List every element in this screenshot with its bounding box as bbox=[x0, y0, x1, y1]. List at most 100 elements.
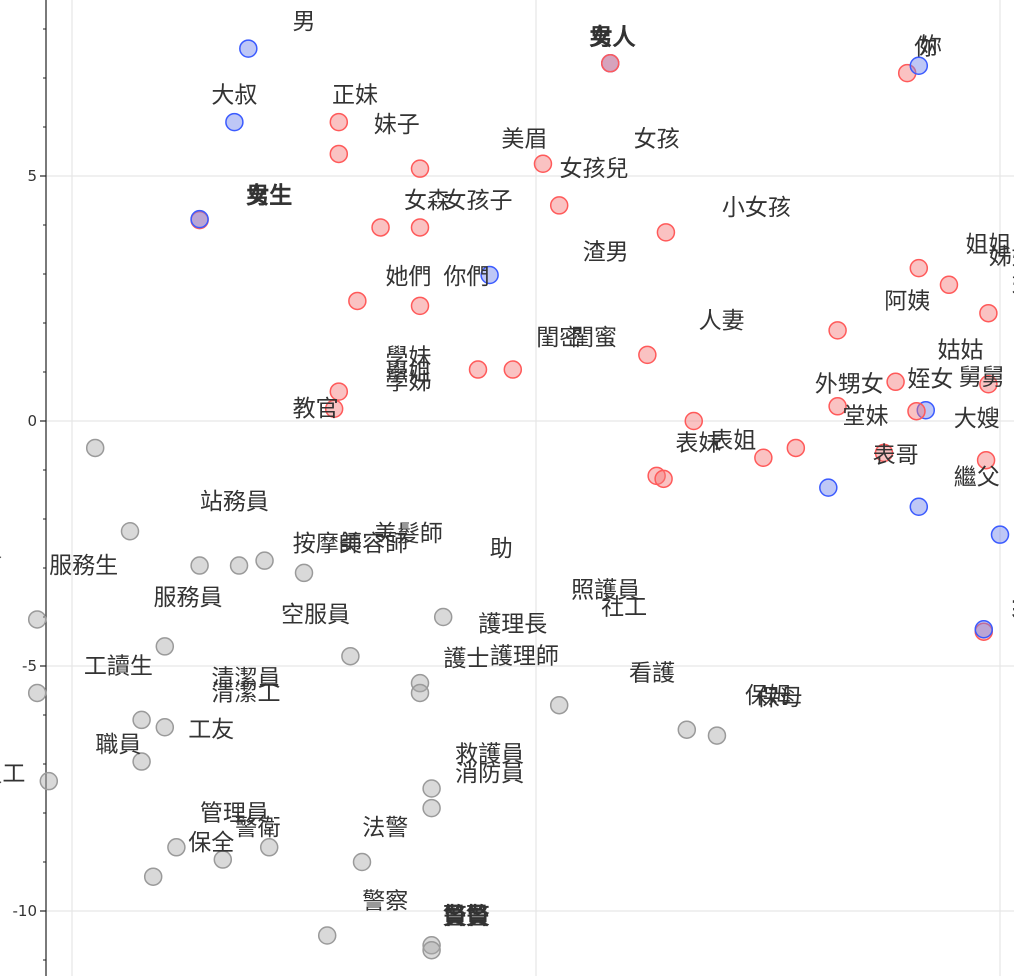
data-point-female bbox=[638, 345, 657, 365]
data-point-female bbox=[909, 258, 929, 278]
point-label: 她們 bbox=[385, 264, 431, 290]
point-label: 你們 bbox=[443, 264, 489, 290]
point-label: 你 bbox=[914, 34, 937, 60]
point-label: 美容師 bbox=[339, 531, 408, 557]
data-point-female bbox=[656, 223, 676, 242]
point-label: 大叔 bbox=[211, 83, 257, 109]
data-point-neutral bbox=[707, 726, 727, 745]
data-point-neutral bbox=[132, 710, 151, 730]
data-point-neutral bbox=[190, 556, 209, 575]
data-point-female bbox=[886, 372, 905, 392]
data-point-neutral bbox=[39, 771, 59, 791]
data-point-neutral bbox=[433, 607, 453, 627]
data-point-female bbox=[549, 196, 569, 215]
point-labels: 男男人女人你妳醫生大叔正妹妹子美眉女孩女孩兒男生女生女孩子女森小女孩婆婆姐妹兄妹… bbox=[0, 9, 1014, 929]
data-point-female bbox=[410, 159, 430, 178]
point-label: 工讀生 bbox=[84, 653, 153, 679]
point-label: 護士 bbox=[443, 646, 489, 672]
point-label: 保姆 bbox=[745, 683, 791, 709]
data-point-female bbox=[533, 154, 553, 173]
data-point-female bbox=[939, 275, 959, 295]
data-point-neutral bbox=[167, 838, 186, 857]
grid bbox=[46, 0, 1014, 976]
data-point-neutral bbox=[143, 867, 163, 886]
data-point-neutral bbox=[317, 926, 337, 945]
data-point-female bbox=[329, 382, 349, 401]
point-label: 男人 bbox=[590, 25, 637, 51]
point-label: 警衛 bbox=[235, 815, 281, 841]
data-point-female bbox=[976, 450, 996, 470]
y-tick-label: 5 bbox=[27, 167, 37, 185]
data-point-neutral bbox=[27, 610, 47, 629]
data-point-neutral bbox=[422, 936, 441, 955]
point-label: 女森 bbox=[404, 188, 450, 214]
data-point-neutral bbox=[677, 720, 697, 739]
data-point-female bbox=[979, 303, 998, 323]
point-label: 員警 bbox=[443, 903, 489, 929]
point-label: 堂妹 bbox=[842, 403, 888, 429]
data-point-neutral bbox=[410, 673, 430, 693]
data-point-female bbox=[329, 144, 349, 164]
data-point-neutral bbox=[259, 838, 279, 857]
data-point-neutral bbox=[132, 752, 151, 771]
data-point-female bbox=[828, 397, 847, 416]
data-point-male bbox=[819, 478, 838, 497]
data-point-female bbox=[329, 112, 349, 132]
data-point-neutral bbox=[422, 779, 441, 798]
point-label: 保母 bbox=[757, 685, 803, 711]
point-label: 正妹 bbox=[332, 83, 378, 109]
point-label: 妹妹 bbox=[1012, 271, 1014, 297]
point-label: 小女孩 bbox=[722, 195, 791, 221]
point-label: 姑姑 bbox=[938, 337, 984, 363]
data-point-neutral bbox=[27, 683, 47, 703]
point-label: 姪女 bbox=[907, 367, 953, 393]
point-label: 姊姊 bbox=[989, 244, 1014, 270]
data-point-male bbox=[480, 265, 499, 285]
y-axis: 5 0 -5 -10 bbox=[13, 0, 47, 976]
point-label: 社工 bbox=[601, 595, 647, 621]
data-point-neutral bbox=[410, 683, 430, 703]
data-point-neutral bbox=[352, 852, 372, 872]
point-label: 男 bbox=[293, 9, 316, 35]
data-point-male bbox=[990, 525, 1010, 544]
point-label: 妳 bbox=[919, 34, 942, 60]
data-point-male bbox=[909, 56, 929, 75]
data-point-neutral bbox=[255, 551, 274, 570]
point-label: 學姐 bbox=[385, 359, 431, 385]
point-label: 女孩子 bbox=[444, 188, 513, 214]
data-point-neutral bbox=[422, 798, 441, 818]
point-label: 閨密 bbox=[536, 325, 582, 351]
data-point-neutral bbox=[213, 850, 233, 869]
point-label: 清潔員 bbox=[212, 666, 281, 692]
point-label: 女孩兒 bbox=[560, 156, 629, 182]
data-point-neutral bbox=[120, 522, 140, 541]
point-label: 女朋友 bbox=[1012, 594, 1014, 621]
data-point-female bbox=[828, 321, 847, 340]
data-point-neutral bbox=[549, 695, 569, 715]
point-label: 護理長 bbox=[478, 612, 547, 638]
data-point-male bbox=[225, 112, 244, 132]
data-point-female bbox=[684, 411, 704, 431]
point-label: 消防員 bbox=[455, 761, 524, 787]
point-label: 表姐 bbox=[710, 428, 756, 454]
point-label: 按摩師 bbox=[293, 531, 362, 557]
data-point-female bbox=[786, 438, 806, 458]
data-point-neutral bbox=[294, 563, 314, 583]
point-label: 表哥 bbox=[873, 443, 919, 469]
point-label: 繼父 bbox=[954, 465, 1000, 491]
data-point-female bbox=[348, 291, 367, 311]
point-label: 美髮師 bbox=[374, 521, 443, 547]
data-point-female bbox=[468, 360, 488, 379]
data-point-neutral bbox=[155, 637, 175, 656]
point-label: 學姊 bbox=[385, 369, 431, 395]
point-label: 姐姐 bbox=[965, 232, 1011, 258]
y-tick-label: -5 bbox=[22, 657, 37, 675]
data-point-male bbox=[909, 497, 929, 516]
data-point-female bbox=[410, 296, 430, 316]
point-label: 男生 bbox=[246, 183, 292, 209]
point-label: 阿姨 bbox=[884, 288, 930, 314]
point-label: 妹子 bbox=[374, 112, 420, 138]
point-label: 管理員 bbox=[200, 800, 269, 826]
point-label: 男朋友 bbox=[1012, 595, 1014, 621]
